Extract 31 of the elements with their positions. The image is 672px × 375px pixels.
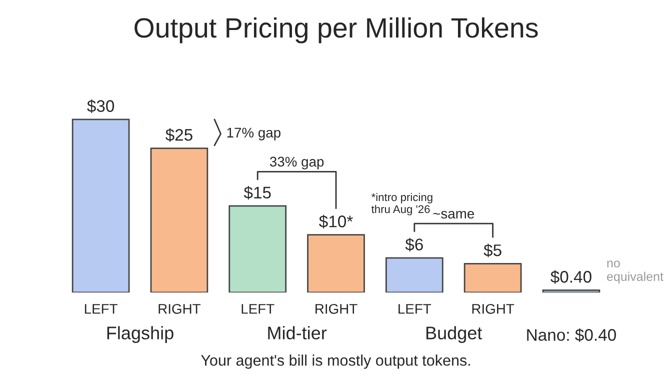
bar <box>307 234 365 292</box>
annotation: no equivalent <box>607 260 664 284</box>
text: Flagship <box>107 326 174 343</box>
annotation: ~same <box>433 210 474 219</box>
data-label: $5 <box>484 244 502 258</box>
bar <box>464 262 522 292</box>
annotation: 17% gap <box>227 128 280 140</box>
text: Budget <box>426 326 482 343</box>
x-tick-label: LEFT <box>242 304 274 314</box>
x-tick-label: RIGHT <box>316 304 358 314</box>
bar <box>72 118 130 292</box>
data-label: $6 <box>405 238 423 252</box>
data-label: $15 <box>244 186 271 200</box>
text: Mid-tier <box>268 326 327 340</box>
data-label: $0.40 <box>550 270 592 284</box>
x-tick-label: LEFT <box>398 304 432 314</box>
chart-title: Output Pricing per Million Tokens <box>134 17 538 44</box>
bar <box>228 205 287 292</box>
x-tick-label: LEFT <box>84 304 118 314</box>
data-label: $30 <box>87 99 114 113</box>
bar <box>542 289 600 292</box>
x-tick-label: RIGHT <box>158 304 200 314</box>
data-label: $10* <box>319 214 353 228</box>
annotation: 33% gap <box>270 156 324 170</box>
x-tick-label: RIGHT <box>472 304 514 314</box>
text: Your agent's bill is mostly output tokens. <box>200 354 470 369</box>
bar <box>150 148 208 292</box>
x-tick-label: Nano: $0.40 <box>527 328 616 342</box>
data-label: $25 <box>165 128 192 142</box>
bar <box>385 257 444 292</box>
annotation: *intro pricing thru Aug '26 <box>371 192 432 216</box>
